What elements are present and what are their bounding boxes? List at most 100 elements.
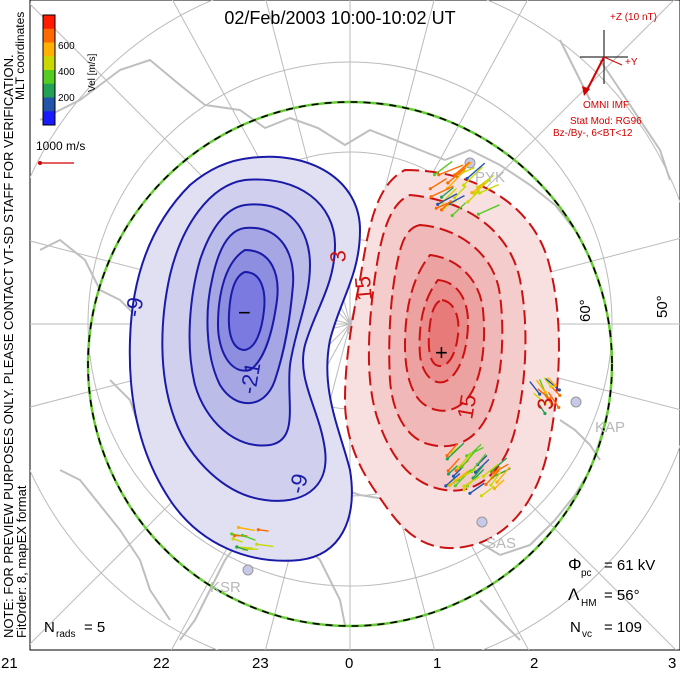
svg-text:Φ: Φ (568, 555, 582, 574)
velocity-vector-origin (557, 388, 561, 392)
heppner-maynard-boundary-dash (87, 101, 613, 627)
svg-text:N: N (44, 619, 55, 636)
velocity-vector (478, 204, 500, 215)
velocity-vector-origin (429, 195, 433, 199)
velocity-colorbar (42, 14, 56, 126)
velocity-vector-origin (446, 469, 450, 473)
negative-cell (128, 155, 362, 562)
mlt-label-2: 2 (530, 655, 538, 672)
velocity-vector-origin (466, 200, 470, 204)
velocity-vector (447, 457, 460, 472)
colorbar-segment (43, 111, 55, 126)
velocity-vector (467, 189, 480, 203)
velocity-vector (493, 463, 509, 474)
velocity-vector (236, 546, 248, 552)
velocity-vector (446, 443, 458, 457)
velocity-vector (547, 377, 556, 386)
mlt-label-23: 23 (252, 655, 269, 672)
svg-text:= 109: = 109 (604, 619, 642, 636)
velocity-vector-origin (461, 183, 466, 187)
colorbar-segment (43, 70, 55, 85)
imf-condition: Bz-/By-, 6<BT<12 (553, 128, 633, 139)
imf-model: Stat Mod: RG96 (570, 116, 642, 127)
velocity-vector-origin (235, 545, 239, 549)
velocity-vector (482, 463, 499, 477)
velocity-vector (237, 546, 254, 549)
velocity-vector-origin (450, 213, 454, 218)
velocity-vector-origin (465, 176, 469, 181)
velocity-vector (473, 179, 491, 195)
velocity-vector-origin (439, 208, 444, 212)
velocity-vector (454, 185, 467, 199)
velocity-vector (256, 543, 274, 548)
velocity-vector-origin (440, 195, 444, 199)
velocity-vector (438, 164, 464, 176)
reference-vector-label: 1000 m/s (36, 139, 85, 153)
velocity-vector (449, 195, 465, 204)
potential-min-marker: − (238, 300, 251, 325)
velocity-vector-origin (548, 397, 552, 401)
velocity-vector-origin (460, 465, 464, 469)
velocity-vector (453, 467, 463, 477)
colorbar-segment (43, 97, 55, 112)
velocity-vector-origin (434, 206, 438, 210)
velocity-vector (463, 477, 476, 491)
velocity-vector (445, 473, 461, 487)
latitude-label-50: 50° (654, 295, 671, 318)
velocity-vector-origin (543, 411, 547, 416)
velocity-vector (490, 457, 508, 472)
velocity-vector-origin (558, 393, 562, 397)
imf-dial (580, 30, 628, 96)
radar-label-kap: KAP (595, 419, 625, 436)
radar-site-sas (476, 516, 488, 528)
velocity-vector (434, 160, 453, 176)
velocity-vector (430, 185, 454, 198)
colorbar-label: Vel [m/s] (87, 53, 98, 92)
velocity-vector (466, 162, 486, 179)
velocity-vector (479, 183, 499, 194)
reference-vector (38, 161, 74, 165)
mlt-label-0: 0 (345, 655, 353, 672)
velocity-vector (471, 182, 486, 194)
colorbar-segment (43, 42, 55, 57)
velocity-vector-origin (454, 468, 458, 473)
velocity-vector-origin (476, 212, 481, 216)
velocity-vector-origin (240, 533, 244, 537)
velocity-vector-origin (481, 474, 485, 478)
velocity-vector (533, 392, 546, 404)
velocity-vector-origin (444, 484, 448, 488)
velocity-vector-origin (445, 453, 449, 458)
velocity-vector (538, 403, 546, 414)
plot-frame (29, 0, 680, 651)
velocity-vector-origin (437, 173, 441, 177)
velocity-vector-origin (446, 472, 451, 476)
colorbar-segment (43, 28, 55, 43)
velocity-vector-origin (456, 466, 460, 470)
velocity-vector (457, 452, 473, 469)
velocity-vector-origin (236, 525, 241, 530)
mlt-label-3: 3 (668, 655, 676, 672)
velocity-vector (490, 471, 502, 486)
imf-source: OMNI IMF (583, 100, 629, 111)
potential-max-marker: + (435, 340, 448, 365)
mlt-label-1: 1 (433, 655, 441, 672)
svg-text:= 56°: = 56° (604, 587, 640, 604)
velocity-vector (446, 442, 465, 460)
velocity-vector-origin (543, 401, 547, 406)
svg-text:Λ: Λ (568, 585, 580, 604)
svg-text:N: N (570, 619, 581, 636)
radar-site-ksr (242, 564, 254, 576)
velocity-vector (258, 529, 269, 532)
positive-cell (343, 168, 560, 550)
stat-lambda-hm: Λ HM = 56° (568, 585, 640, 609)
radar-label-sas: SAS (486, 535, 516, 552)
velocity-vector (461, 448, 478, 468)
imf-z-label: +Z (10 nT) (610, 12, 657, 23)
fit-order: FitOrder: 8, mapEX format (14, 485, 29, 638)
velocity-vector-origin (479, 494, 484, 498)
velocity-vector-origin (445, 457, 449, 461)
velocity-vector-origin (432, 173, 437, 177)
velocity-vector (242, 534, 256, 541)
velocity-vector-origin (256, 528, 260, 532)
